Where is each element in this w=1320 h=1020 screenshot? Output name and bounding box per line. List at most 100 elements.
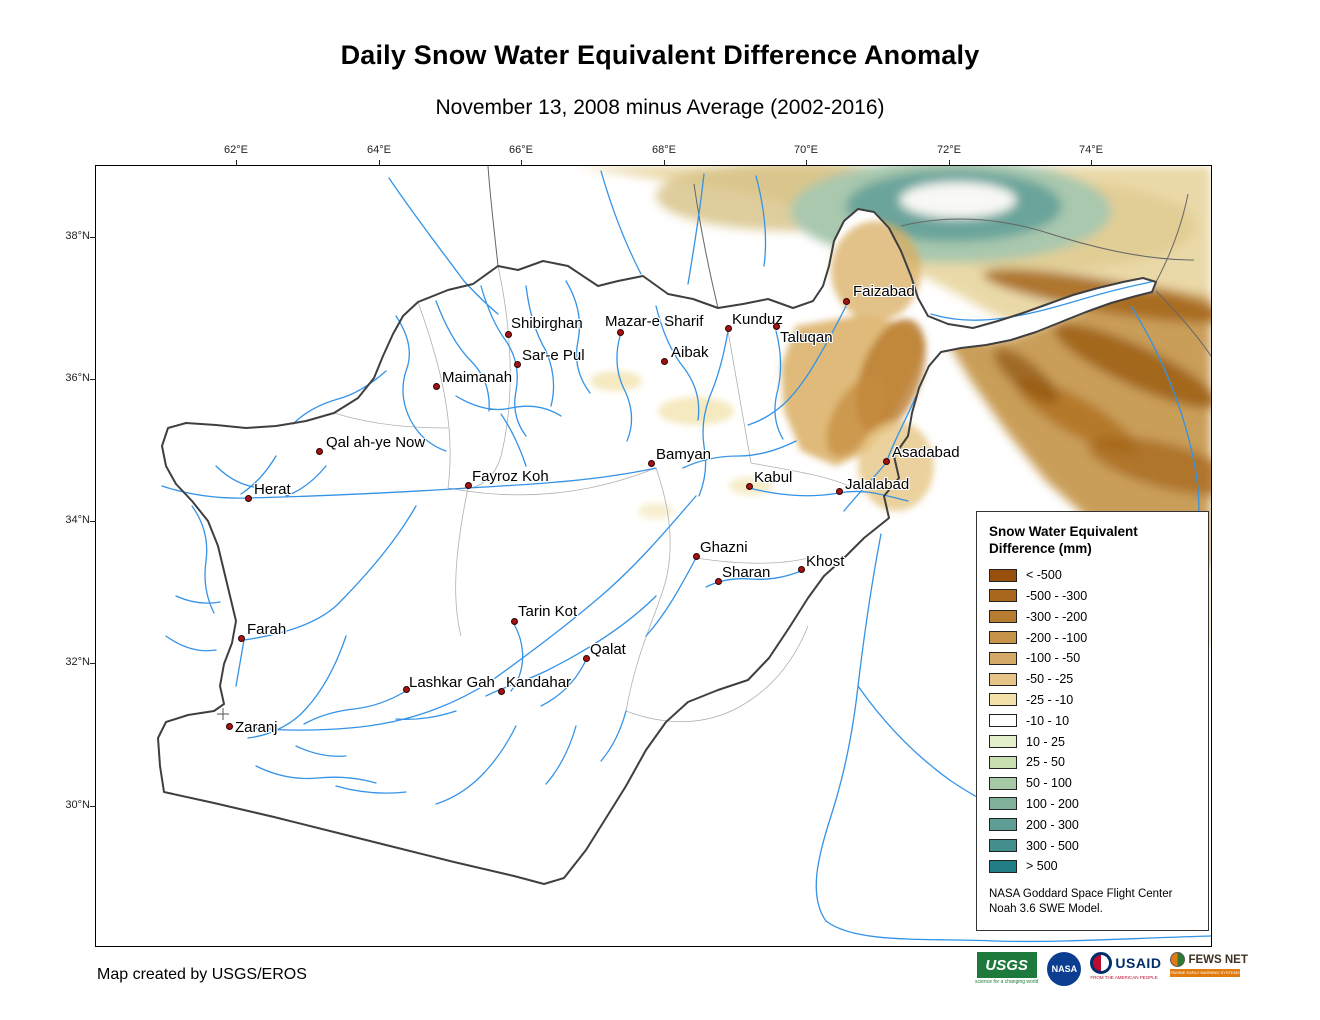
city-layer: Faizabad Shibirghan Mazar-e Sharif Kunduz Ta… bbox=[96, 166, 1211, 946]
x-axis-tick bbox=[236, 160, 237, 166]
page-title: Daily Snow Water Equivalent Difference A… bbox=[340, 40, 980, 70]
legend-title-line2: Difference (mm) bbox=[989, 540, 1092, 556]
page-subtitle: November 13, 2008 minus Average (2002-20… bbox=[435, 96, 885, 119]
legend-swatch bbox=[989, 672, 1017, 686]
y-axis-label: 34°N bbox=[65, 514, 90, 526]
y-axis-label: 36°N bbox=[65, 372, 90, 384]
legend-item: < -500 bbox=[989, 565, 1196, 586]
legend-swatch bbox=[989, 755, 1017, 769]
city-label-kunduz: Kunduz bbox=[732, 311, 783, 328]
city-marker-sar-e-pul bbox=[513, 360, 521, 368]
city-label-bamyan: Bamyan bbox=[656, 446, 712, 463]
fewsnet-wordmark: FEWS NET bbox=[1188, 953, 1248, 966]
rivers bbox=[161, 170, 1211, 943]
legend-item-label: -25 - -10 bbox=[1026, 692, 1074, 707]
y-axis: 38°N 36°N 34°N 32°N 30°N bbox=[65, 166, 1211, 946]
legend-swatch bbox=[989, 568, 1017, 582]
city-marker-faizabad bbox=[842, 297, 850, 305]
legend-item-label: -50 - -25 bbox=[1026, 672, 1074, 687]
city-label-zaranj: Zaranj bbox=[235, 719, 278, 736]
city-marker-asadabad bbox=[882, 457, 890, 465]
x-axis-label: 68°E bbox=[652, 144, 676, 156]
city-marker-lashkar-gah bbox=[402, 685, 410, 693]
legend-item-label: -200 - -100 bbox=[1026, 630, 1088, 645]
globe-icon bbox=[1170, 952, 1186, 967]
x-axis-tick bbox=[664, 160, 665, 166]
city-label-fayroz-koh: Fayroz Koh bbox=[472, 468, 549, 485]
city-marker-qal-ah-ye-now bbox=[315, 447, 323, 455]
city-marker-ghazni bbox=[692, 552, 700, 560]
legend-item-label: 25 - 50 bbox=[1026, 755, 1065, 770]
y-axis-tick bbox=[90, 379, 96, 380]
city-marker-fayroz-koh bbox=[464, 481, 472, 489]
legend-item-label: -300 - -200 bbox=[1026, 609, 1088, 624]
city-label-asadabad: Asadabad bbox=[892, 444, 960, 461]
legend-item: -200 - -100 bbox=[989, 627, 1196, 648]
usaid-wordmark: USAID bbox=[1115, 955, 1162, 971]
neighbor-borders bbox=[487, 166, 1211, 357]
legend-swatch bbox=[989, 693, 1017, 707]
legend-item: 25 - 50 bbox=[989, 752, 1196, 773]
x-axis-label: 66°E bbox=[509, 144, 533, 156]
fewsnet-tagline: FAMINE EARLY WARNING SYSTEMS NETWORK bbox=[1170, 969, 1241, 977]
y-axis-label: 30°N bbox=[65, 799, 90, 811]
city-marker-mazar-e-sharif bbox=[616, 328, 624, 336]
city-marker-maimanah bbox=[432, 382, 440, 390]
legend-item: 10 - 25 bbox=[989, 731, 1196, 752]
legend-item-label: -10 - 10 bbox=[1026, 713, 1070, 728]
city-label-aibak: Aibak bbox=[671, 344, 709, 361]
usaid-seal-icon bbox=[1090, 952, 1113, 974]
legend-swatch bbox=[989, 631, 1017, 645]
legend-swatch bbox=[989, 651, 1017, 665]
city-label-tarin-kot: Tarin Kot bbox=[518, 603, 578, 620]
city-marker-farah bbox=[237, 634, 245, 642]
legend-item-label: -500 - -300 bbox=[1026, 588, 1088, 603]
city-marker-shibirghan bbox=[504, 330, 512, 338]
city-label-kandahar: Kandahar bbox=[506, 674, 572, 691]
legend-items: < -500 -500 - -300 -300 - -200 -200 - -100 -… bbox=[989, 565, 1196, 877]
y-axis-label: 38°N bbox=[65, 230, 90, 242]
legend-item: 50 - 100 bbox=[989, 773, 1196, 794]
usaid-logo: USAID FROM THE AMERICAN PEOPLE bbox=[1090, 952, 1161, 980]
city-marker-jalalabad bbox=[835, 487, 843, 495]
legend-item-label: 300 - 500 bbox=[1026, 838, 1079, 853]
usaid-tagline: FROM THE AMERICAN PEOPLE bbox=[1090, 975, 1158, 980]
city-marker-bamyan bbox=[647, 459, 655, 467]
usgs-logo: USGS science for a changing world bbox=[975, 952, 1038, 985]
city-label-ghazni: Ghazni bbox=[700, 539, 748, 556]
legend-item: 200 - 300 bbox=[989, 814, 1196, 835]
legend-item: -100 - -50 bbox=[989, 648, 1196, 669]
city-label-shibirghan: Shibirghan bbox=[511, 315, 583, 332]
map-canvas: 62°E 64°E 66°E 68°E 70°E 72°E 74°E 38°N 36°N 34°… bbox=[65, 144, 1212, 947]
x-axis-label: 72°E bbox=[937, 144, 961, 156]
legend-item-label: 200 - 300 bbox=[1026, 817, 1079, 832]
city-label-mazar-e-sharif: Mazar-e Sharif bbox=[605, 313, 704, 330]
legend-item-label: 100 - 200 bbox=[1026, 796, 1079, 811]
legend-note-line1: NASA Goddard Space Flight Center bbox=[989, 887, 1173, 900]
legend-item: -25 - -10 bbox=[989, 690, 1196, 711]
x-axis-tick bbox=[949, 160, 950, 166]
legend-title-line1: Snow Water Equivalent bbox=[989, 524, 1138, 539]
x-axis-tick bbox=[1091, 160, 1092, 166]
city-marker-sharan bbox=[714, 577, 722, 585]
city-label-jalalabad: Jalalabad bbox=[845, 476, 910, 493]
city-marker-aibak bbox=[660, 357, 668, 365]
legend-item-label: -100 - -50 bbox=[1026, 651, 1081, 666]
legend: Snow Water Equivalent Difference (mm) < … bbox=[976, 511, 1209, 931]
legend-item: -10 - 10 bbox=[989, 710, 1196, 731]
city-label-kabul: Kabul bbox=[754, 469, 793, 486]
x-axis-label: 62°E bbox=[224, 144, 248, 156]
legend-swatch bbox=[989, 735, 1017, 749]
legend-item: -300 - -200 bbox=[989, 606, 1196, 627]
legend-item: 300 - 500 bbox=[989, 835, 1196, 856]
city-label-qal-ah-ye-now: Qal ah-ye Now bbox=[326, 434, 426, 451]
city-label-sar-e-pul: Sar-e Pul bbox=[522, 347, 585, 364]
city-marker-kunduz bbox=[724, 324, 732, 332]
legend-item-label: < -500 bbox=[1026, 568, 1062, 583]
legend-swatch bbox=[989, 797, 1017, 811]
country-border bbox=[157, 208, 1157, 885]
x-axis-label: 64°E bbox=[367, 144, 391, 156]
y-axis-label: 32°N bbox=[65, 656, 90, 668]
x-axis-label: 74°E bbox=[1079, 144, 1103, 156]
